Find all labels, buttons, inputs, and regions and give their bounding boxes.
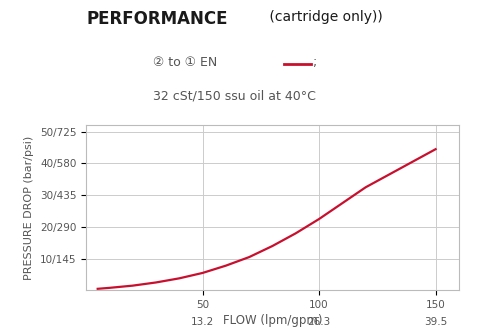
Text: ② to ① EN: ② to ① EN bbox=[153, 56, 217, 69]
Text: 32 cSt/150 ssu oil at 40°C: 32 cSt/150 ssu oil at 40°C bbox=[153, 89, 316, 102]
Text: PERFORMANCE: PERFORMANCE bbox=[86, 10, 228, 28]
Text: 39.5: 39.5 bbox=[424, 317, 447, 327]
Text: (cartridge only)): (cartridge only)) bbox=[265, 10, 383, 24]
Text: FLOW (lpm/gpm): FLOW (lpm/gpm) bbox=[223, 314, 322, 327]
Text: ;: ; bbox=[313, 56, 317, 69]
Text: 13.2: 13.2 bbox=[191, 317, 214, 327]
Text: 26.3: 26.3 bbox=[307, 317, 331, 327]
Y-axis label: PRESSURE DROP (bar/psi): PRESSURE DROP (bar/psi) bbox=[24, 136, 34, 280]
